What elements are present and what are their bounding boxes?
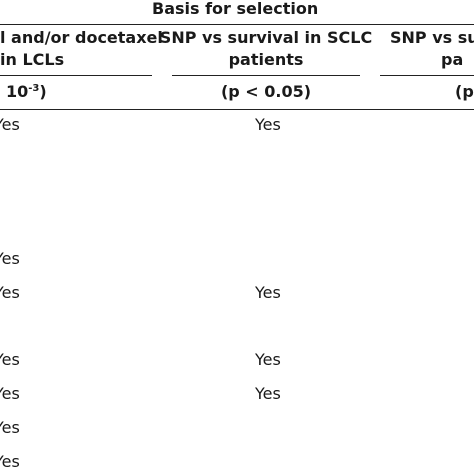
row5-col2: Yes [255, 283, 281, 302]
row10-col1: Yes [0, 452, 20, 471]
col2-header-line1: SNP vs survival in SCLC [159, 28, 373, 47]
col1-header-line2: in LCLs [0, 50, 65, 69]
row9-col1: Yes [0, 418, 20, 437]
criteria-rule [0, 109, 474, 110]
col2-criterion: (p < 0.05) [220, 82, 312, 101]
row1-col1: Yes [0, 115, 20, 134]
row5-col1: Yes [0, 283, 20, 302]
col1-header-line1: l and/or docetaxel [0, 28, 163, 47]
row4-col1: Yes [0, 249, 20, 268]
col1-criterion: 10-3) [6, 82, 47, 101]
row7-col1: Yes [0, 350, 20, 369]
col3-header-rule [380, 75, 474, 76]
col3-header-line1: SNP vs sur [390, 28, 474, 47]
col1-header-rule [0, 75, 152, 76]
col2-header-line2: patients [228, 50, 304, 69]
row1-col2: Yes [255, 115, 281, 134]
group-header: Basis for selection [152, 0, 319, 18]
group-header-rule [0, 24, 474, 25]
col3-header-line2: pa [441, 50, 464, 69]
row7-col2: Yes [255, 350, 281, 369]
col2-header-rule [172, 75, 360, 76]
row8-col2: Yes [255, 384, 281, 403]
col3-criterion: (p [455, 82, 474, 101]
row8-col1: Yes [0, 384, 20, 403]
